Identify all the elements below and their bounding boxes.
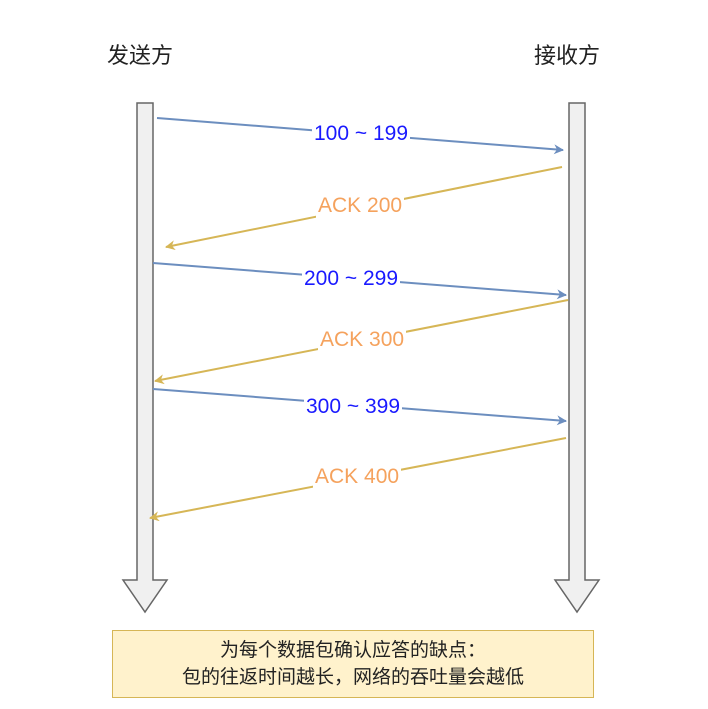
- sender-lifeline: [121, 102, 169, 614]
- message-label-ack-1: ACK 200: [316, 194, 405, 218]
- note-box: 为每个数据包确认应答的缺点： 包的往返时间越长，网络的吞吐量会越低: [112, 630, 594, 698]
- receiver-lifeline: [553, 102, 601, 614]
- message-label-data-2: 200 ~ 299: [302, 267, 401, 291]
- note-line-1: 为每个数据包确认应答的缺点：: [219, 639, 486, 661]
- note-line-2: 包的往返时间越长，网络的吞吐量会越低: [181, 666, 524, 688]
- sender-label: 发送方: [107, 44, 174, 69]
- message-label-data-3: 300 ~ 399: [304, 395, 403, 419]
- message-label-ack-2: ACK 300: [318, 328, 407, 352]
- receiver-label: 接收方: [534, 44, 601, 69]
- message-label-ack-3: ACK 400: [313, 465, 402, 489]
- message-label-data-1: 100 ~ 199: [312, 122, 411, 146]
